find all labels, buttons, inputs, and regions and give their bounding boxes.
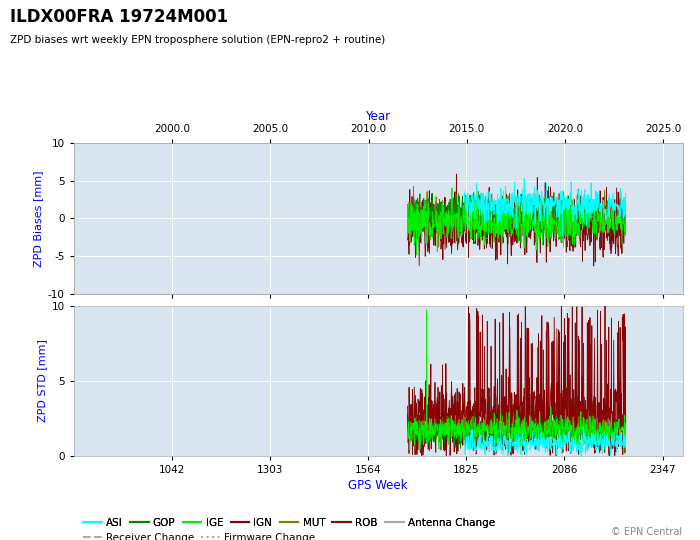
Text: ILDX00FRA 19724M001: ILDX00FRA 19724M001 bbox=[10, 8, 229, 26]
Legend: Receiver Change, Firmware Change: Receiver Change, Firmware Change bbox=[78, 528, 319, 540]
X-axis label: Year: Year bbox=[365, 110, 391, 123]
Text: ZPD biases wrt weekly EPN troposphere solution (EPN-repro2 + routine): ZPD biases wrt weekly EPN troposphere so… bbox=[10, 35, 386, 45]
Y-axis label: ZPD Biases [mm]: ZPD Biases [mm] bbox=[34, 170, 43, 267]
X-axis label: GPS Week: GPS Week bbox=[349, 480, 407, 492]
Legend: ASI, GOP, IGE, IGN, MUT, ROB, Antenna Change: ASI, GOP, IGE, IGN, MUT, ROB, Antenna Ch… bbox=[78, 514, 499, 532]
Y-axis label: ZPD STD [mm]: ZPD STD [mm] bbox=[37, 340, 47, 422]
Text: © EPN Central: © EPN Central bbox=[611, 527, 682, 537]
